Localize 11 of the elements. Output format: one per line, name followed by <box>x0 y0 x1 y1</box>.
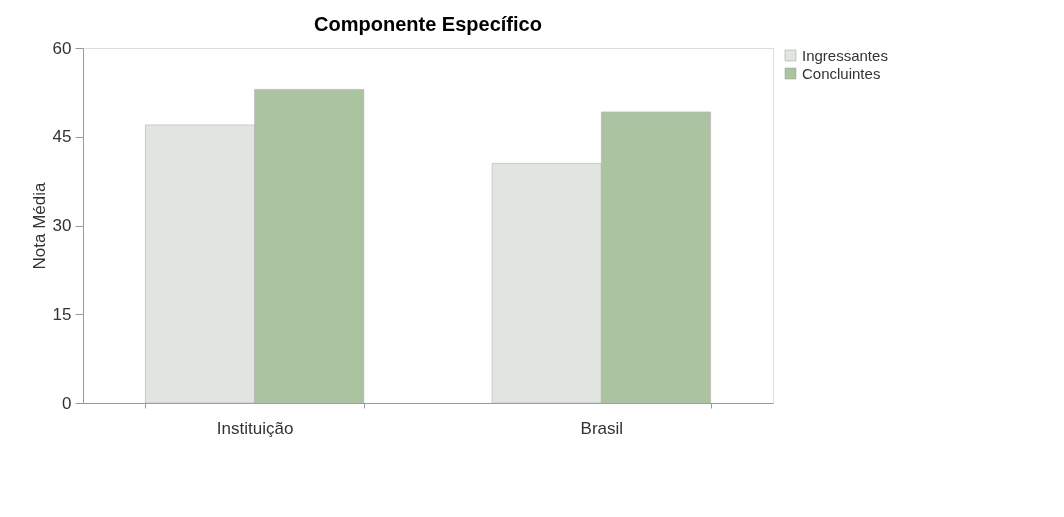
y-tick-label: 15 <box>52 304 72 324</box>
x-tick-label: Brasil <box>580 418 624 438</box>
x-tick-label: Instituição <box>216 418 294 438</box>
y-tick-label: 30 <box>52 216 72 235</box>
y-tick-label: 0 <box>62 393 72 413</box>
chart-title: Componente Específico <box>314 13 542 35</box>
legend-label: Ingressantes <box>802 46 888 64</box>
y-axis-title: Nota Média <box>29 181 49 270</box>
y-tick-label: 45 <box>52 127 72 147</box>
legend-label: Concluintes <box>802 64 881 82</box>
y-tick-label: 60 <box>52 38 72 58</box>
